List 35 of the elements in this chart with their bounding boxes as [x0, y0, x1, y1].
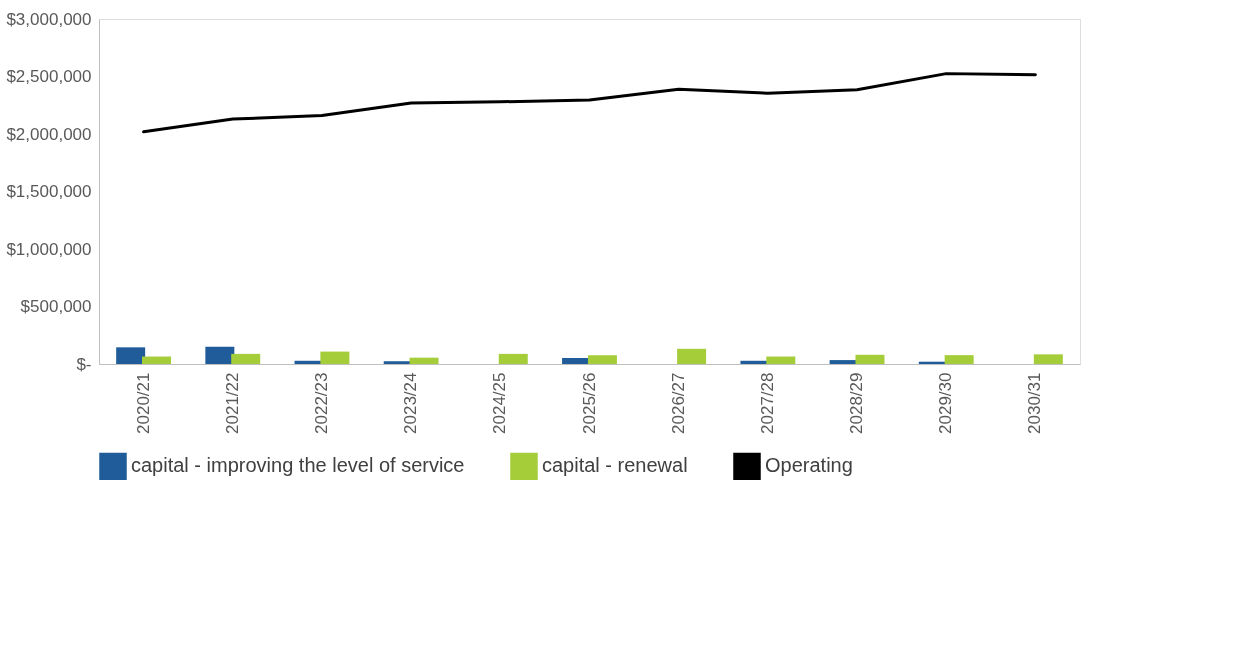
- y-tick-label: $-: [76, 354, 92, 374]
- bar: [587, 355, 617, 364]
- bar: [320, 351, 350, 364]
- bar: [766, 356, 796, 364]
- bar: [409, 357, 439, 364]
- x-tick-label: 2021/22: [222, 372, 242, 434]
- line-series: [142, 72, 1037, 134]
- x-tick-label: 2025/26: [579, 372, 599, 434]
- bar: [142, 356, 172, 364]
- bar: [944, 355, 974, 364]
- bar: [1033, 354, 1063, 364]
- x-tick-label: 2020/21: [133, 372, 153, 434]
- x-tick-label: 2022/23: [311, 372, 331, 434]
- x-tick-label: 2024/25: [490, 372, 510, 434]
- bar: [116, 347, 146, 364]
- bar: [677, 348, 707, 364]
- bar: [231, 353, 261, 364]
- y-tick-label: $3,000,000: [6, 9, 92, 29]
- x-tick-label: 2027/28: [757, 372, 777, 434]
- y-tick-label: $2,500,000: [6, 67, 92, 86]
- x-tick-label: 2029/30: [936, 372, 956, 434]
- x-tick-label: 2026/27: [668, 372, 688, 434]
- legend-label: Operating: [765, 454, 853, 477]
- bar: [205, 346, 235, 364]
- y-tick-label: $2,000,000: [6, 124, 92, 144]
- x-tick-label: 2023/24: [401, 372, 421, 434]
- x-tick-label: 2028/29: [847, 372, 867, 434]
- legend-label: capital - improving the level of service: [131, 454, 465, 477]
- y-tick-label: $1,000,000: [6, 239, 92, 259]
- bar: [855, 354, 885, 364]
- y-tick-label: $500,000: [20, 297, 92, 316]
- bar: [498, 353, 528, 364]
- y-tick-label: $1,500,000: [6, 182, 92, 201]
- legend-label: capital - renewal: [542, 454, 688, 477]
- x-tick-label: 2030/31: [1025, 372, 1045, 434]
